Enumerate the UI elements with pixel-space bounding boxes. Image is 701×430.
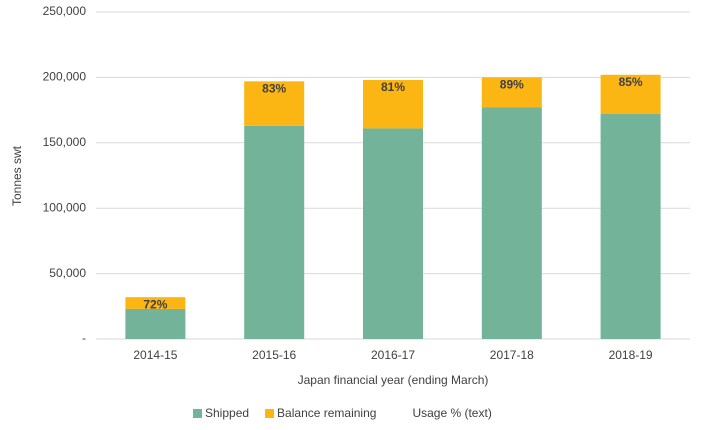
legend-label: Usage % (text) (412, 406, 491, 420)
data-label: 72% (143, 297, 167, 311)
legend-label: Shipped (205, 406, 249, 420)
data-label: 89% (500, 78, 524, 92)
y-tick-label: 150,000 (43, 135, 87, 149)
bar-segment (125, 308, 186, 339)
y-tick-label: 100,000 (43, 200, 87, 214)
x-axis-title: Japan financial year (ending March) (298, 373, 489, 387)
y-tick-label: 250,000 (43, 4, 87, 18)
x-tick-label: 2017-18 (490, 348, 534, 362)
y-axis-title: Tonnes swt (10, 145, 24, 206)
bar-segment (125, 297, 186, 309)
bar-segment (600, 74, 661, 115)
y-tick-label: 50,000 (49, 266, 86, 280)
bar-segment (363, 128, 423, 339)
bar-segment (244, 125, 305, 340)
x-tick-label: 2014-15 (133, 348, 177, 362)
data-label: 83% (262, 81, 286, 95)
legend-swatch (265, 409, 275, 418)
legend-swatch (193, 409, 202, 418)
x-tick-label: 2015-16 (252, 348, 296, 362)
x-tick-label: 2018-19 (609, 348, 653, 362)
data-label: 85% (619, 75, 643, 89)
x-tick-label: 2016-17 (371, 348, 415, 362)
bar-segment (600, 114, 661, 339)
legend-label: Balance remaining (277, 406, 376, 420)
y-tick-label: - (82, 331, 86, 345)
bar-segment (363, 80, 423, 129)
bar-segment (481, 77, 542, 108)
data-label: 81% (381, 80, 405, 94)
bar-segment (244, 81, 305, 126)
bar-segment (481, 107, 542, 339)
y-tick-label: 200,000 (43, 70, 87, 84)
